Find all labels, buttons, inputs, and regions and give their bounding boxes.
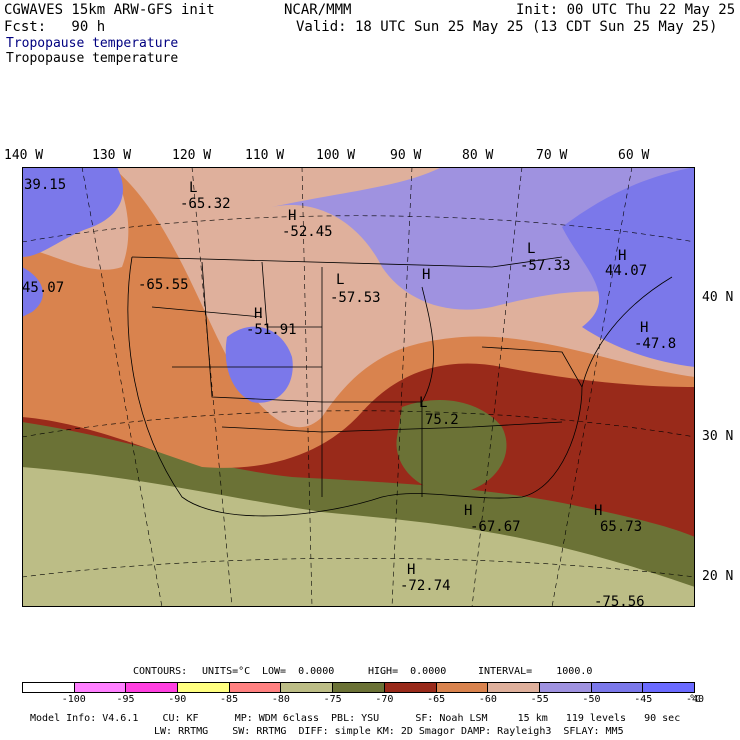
low-marker: L: [527, 241, 535, 257]
map-value-label: 65.73: [600, 519, 642, 535]
tropopause-temperature-map: 39.15 L -65.32 H -52.45 45.07 -65.55 H -…: [22, 167, 695, 607]
forecast-hour: Fcst: 90 h: [4, 19, 106, 35]
colorbar-tick-label: -70: [375, 694, 394, 705]
map-value-label: 44.07: [605, 263, 647, 279]
high-marker: H: [618, 248, 626, 264]
colorbar: [22, 682, 695, 693]
map-value-label: -57.53: [330, 290, 381, 306]
map-value-label: -47.8: [634, 336, 676, 352]
colorbar-tick-label: -75: [323, 694, 342, 705]
high-marker: H: [407, 562, 415, 578]
colorbar-tick-label: -65: [427, 694, 446, 705]
map-value-label: 75.2: [425, 412, 459, 428]
colorbar-tick-label: -50: [582, 694, 601, 705]
colorbar-swatch: [229, 683, 282, 692]
projection-meridians: [22, 167, 695, 607]
colorbar-swatch: [488, 683, 540, 692]
lon-label: 70 W: [536, 148, 568, 163]
field-title: Tropopause temperature: [6, 51, 179, 66]
init-time: Init: 00 UTC Thu 22 May 25: [516, 2, 736, 18]
contours-label: CONTOURS:: [133, 666, 188, 677]
map-value-label: -67.67: [470, 519, 521, 535]
colorbar-swatch: [126, 683, 179, 692]
model-info-line1: Model Info: V4.6.1 CU: KF MP: WDM 6class…: [30, 713, 681, 724]
high-marker: H: [288, 208, 296, 224]
lat-label: 20 N: [702, 569, 734, 584]
lat-label: 30 N: [702, 429, 734, 444]
lon-label: 130 W: [92, 148, 132, 163]
band-blue-ne: [562, 167, 695, 367]
lon-label: 90 W: [390, 148, 422, 163]
band-blue-nw: [22, 167, 123, 257]
high-marker: H: [594, 503, 602, 519]
high-marker: H: [464, 503, 472, 519]
colorbar-swatch: [178, 683, 230, 692]
map-value-label: 39.15: [24, 177, 66, 193]
field-title-blue: Tropopause temperature: [6, 36, 179, 51]
high-value: HIGH= 0.0000: [368, 666, 447, 677]
band-olive-ms: [396, 399, 507, 493]
colorbar-tick-label: -85: [220, 694, 239, 705]
map-value-label: -65.32: [180, 196, 231, 212]
colorbar-tick-label: -90: [168, 694, 187, 705]
lon-label: 110 W: [245, 148, 285, 163]
low-value: LOW= 0.0000: [262, 666, 335, 677]
map-value-label: -52.45: [282, 224, 333, 240]
colorbar-unit: °C: [688, 694, 702, 705]
colorbar-swatch: [23, 683, 75, 692]
lon-label: 80 W: [462, 148, 494, 163]
high-marker: H: [422, 267, 430, 283]
band-blue-west: [22, 267, 43, 317]
colorbar-tick-label: -100: [61, 694, 86, 705]
colorbar-tick-label: -55: [530, 694, 549, 705]
low-marker: L: [189, 180, 197, 196]
lon-label: 60 W: [618, 148, 650, 163]
colorbar-tick-label: -95: [116, 694, 135, 705]
colorbar-swatch: [539, 683, 592, 692]
colorbar-swatch: [74, 683, 127, 692]
map-value-label: -57.33: [520, 258, 571, 274]
lon-label: 140 W: [4, 148, 44, 163]
colorbar-tick-label: -45: [634, 694, 653, 705]
map-value-label: -65.55: [138, 277, 189, 293]
map-value-label: 45.07: [22, 280, 64, 296]
valid-time: Valid: 18 UTC Sun 25 May 25 (13 CDT Sun …: [296, 19, 718, 35]
colorbar-tick-label: -40: [685, 694, 705, 705]
lat-label: 40 N: [702, 290, 734, 305]
high-marker: H: [254, 306, 262, 322]
high-marker: H: [640, 320, 648, 336]
units-label: UNITS=°C: [202, 666, 251, 677]
lon-label: 120 W: [172, 148, 212, 163]
colorbar-swatch: [333, 683, 385, 692]
state-borders: [127, 256, 673, 517]
map-value-label: -51.91: [246, 322, 297, 338]
band-lavender: [272, 167, 695, 317]
colorbar-tick-label: -60: [478, 694, 497, 705]
model-info-line2: LW: RRTMG SW: RRTMG DIFF: simple KM: 2D …: [154, 726, 624, 737]
interval-value: INTERVAL= 1000.0: [478, 666, 593, 677]
colorbar-swatch: [591, 683, 644, 692]
low-marker: L: [336, 272, 344, 288]
band-blue-rockies: [225, 326, 293, 403]
colorbar-tick-label: -80: [271, 694, 290, 705]
model-title: CGWAVES 15km ARW-GFS init: [4, 2, 215, 18]
lon-label: 100 W: [316, 148, 356, 163]
map-value-label: -75.56: [594, 594, 645, 607]
colorbar-swatch: [281, 683, 334, 692]
colorbar-swatch: [643, 683, 694, 692]
org-label: NCAR/MMM: [284, 2, 352, 18]
low-marker: L: [419, 395, 427, 411]
colorbar-swatch: [436, 683, 489, 692]
map-value-label: -72.74: [400, 578, 451, 594]
colorbar-swatch: [384, 683, 437, 692]
